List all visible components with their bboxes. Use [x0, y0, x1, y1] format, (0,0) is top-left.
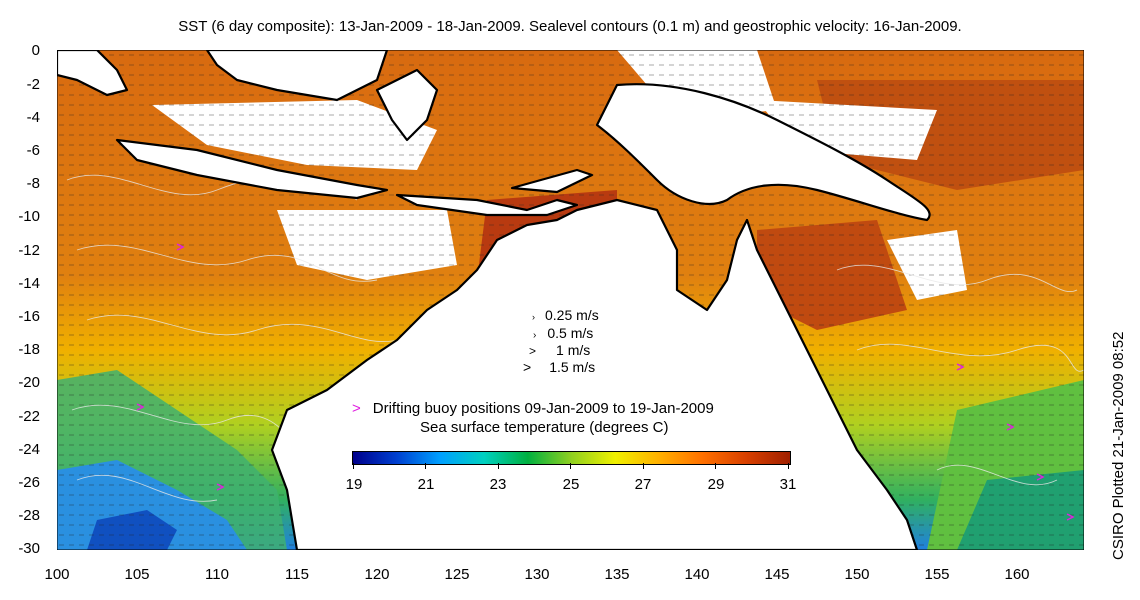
- colorbar-tick-label: 31: [779, 476, 797, 493]
- y-tick-label: 0: [31, 42, 40, 59]
- y-tick-label: -8: [26, 175, 40, 192]
- x-tick-label: 125: [444, 566, 470, 583]
- y-tick-label: -28: [18, 507, 40, 524]
- x-tick-label: 150: [844, 566, 870, 583]
- land-new-guinea: [595, 83, 931, 222]
- colorbar-tick-label: 21: [417, 476, 435, 493]
- velocity-legend-label: 0.5 m/s: [547, 325, 594, 341]
- colorbar-title: Sea surface temperature (degrees C): [420, 419, 669, 436]
- y-tick-label: -24: [18, 441, 40, 458]
- x-tick-label: 160: [1004, 566, 1030, 583]
- colorbar-tick: [643, 463, 644, 469]
- colorbar-tick: [570, 463, 571, 469]
- land-java: [115, 138, 389, 200]
- velocity-legend-label: 1 m/s: [556, 342, 591, 358]
- x-tick-label: 135: [604, 566, 630, 583]
- buoy-legend-label: Drifting buoy positions 09-Jan-2009 to 1…: [372, 400, 714, 417]
- x-tick-label: 130: [524, 566, 550, 583]
- colorbar-tick: [788, 463, 789, 469]
- x-tick-label: 115: [285, 566, 309, 583]
- colorbar-tick-label: 19: [345, 476, 363, 493]
- y-tick-label: -30: [18, 540, 40, 557]
- x-tick-label: 120: [364, 566, 390, 583]
- velocity-legend-label: 0.25 m/s: [545, 307, 599, 323]
- colorbar-tick: [425, 463, 426, 469]
- y-tick-label: -2: [26, 76, 40, 93]
- y-tick-label: -4: [26, 109, 40, 126]
- x-tick-label: 145: [764, 566, 790, 583]
- colorbar-tick-label: 27: [634, 476, 652, 493]
- x-tick-label: 155: [924, 566, 950, 583]
- land-sumatra: [57, 50, 129, 97]
- land-sulawesi: [375, 68, 439, 142]
- land-lesser-sunda: [395, 193, 579, 217]
- x-tick-label: 105: [124, 566, 150, 583]
- y-tick-label: -20: [18, 374, 40, 391]
- land-borneo: [205, 50, 389, 102]
- y-tick-label: -10: [18, 208, 40, 225]
- y-tick-label: -16: [18, 308, 40, 325]
- colorbar-tick: [715, 463, 716, 469]
- velocity-legend-item: › 0.25 m/s: [532, 307, 599, 323]
- y-tick-label: -14: [18, 275, 40, 292]
- x-tick-label: 140: [684, 566, 710, 583]
- map-title: SST (6 day composite): 13-Jan-2009 - 18-…: [178, 18, 962, 35]
- velocity-legend-item: >1 m/s: [529, 342, 591, 358]
- y-tick-label: -26: [18, 474, 40, 491]
- x-tick-label: 110: [205, 566, 229, 583]
- colorbar-tick-label: 23: [489, 476, 507, 493]
- x-tick-label: 100: [44, 566, 70, 583]
- y-tick-label: -12: [18, 242, 40, 259]
- velocity-legend-item: › 0.5 m/s: [533, 325, 594, 341]
- y-tick-label: -22: [18, 408, 40, 425]
- y-tick-label: -6: [26, 142, 40, 159]
- velocity-legend-item: >1.5 m/s: [523, 359, 596, 375]
- buoy-legend: > Drifting buoy positions 09-Jan-2009 to …: [352, 400, 714, 417]
- buoy-tracks: [136, 243, 1075, 521]
- velocity-legend-label: 1.5 m/s: [549, 359, 596, 375]
- sst-map: [57, 50, 1084, 550]
- colorbar-tick-label: 29: [707, 476, 725, 493]
- buoy-marker-icon: >: [352, 400, 361, 417]
- colorbar-tick: [498, 463, 499, 469]
- colorbar: [352, 451, 791, 465]
- colorbar-tick-label: 25: [562, 476, 580, 493]
- credit-label: CSIRO Plotted 21-Jan-2009 08:52: [1110, 331, 1127, 560]
- land-timor: [510, 168, 594, 194]
- colorbar-tick: [353, 463, 354, 469]
- y-tick-label: -18: [18, 341, 40, 358]
